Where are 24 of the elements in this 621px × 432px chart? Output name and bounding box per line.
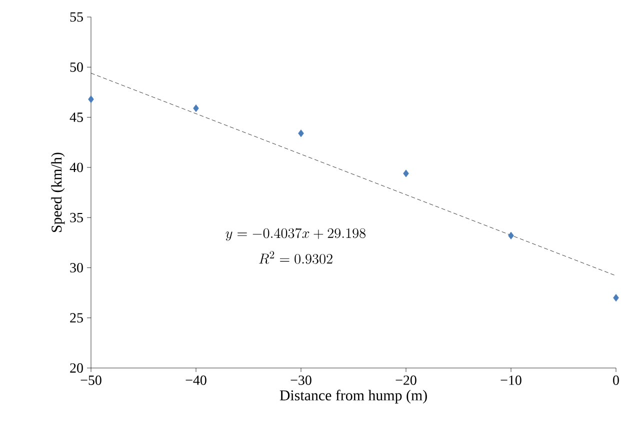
- point: [298, 130, 304, 138]
- point: [403, 170, 409, 178]
- y-tick-label: 35: [70, 212, 83, 222]
- x-tick-label: −40: [186, 376, 206, 385]
- y-tick-label: 50: [70, 62, 83, 72]
- point: [613, 294, 619, 302]
- x-tick-label: 0: [613, 376, 619, 385]
- x-tick-label: −10: [500, 376, 522, 385]
- y-tick-label: 25: [70, 313, 83, 323]
- point: [193, 104, 199, 112]
- y-tick-label: 45: [70, 112, 83, 122]
- point: [88, 95, 94, 104]
- x-tick-label: −20: [396, 376, 416, 385]
- y-axis-title: Speed (km/h): [51, 152, 65, 232]
- y-tick-label: 40: [70, 162, 83, 172]
- point: [508, 232, 514, 240]
- annotation: $R^2 = 0.9302$: [259, 251, 332, 264]
- y-tick-label: 30: [70, 263, 83, 272]
- x-tick-label: −50: [80, 376, 102, 385]
- x-tick-label: −30: [290, 376, 312, 385]
- annotation: $y = -0.4037x + 29.198$: [226, 228, 366, 241]
- y-tick-label: 55: [70, 12, 83, 22]
- x-axis-title: Distance from hump (m): [280, 390, 427, 404]
- y-tick-label: 20: [70, 363, 83, 373]
